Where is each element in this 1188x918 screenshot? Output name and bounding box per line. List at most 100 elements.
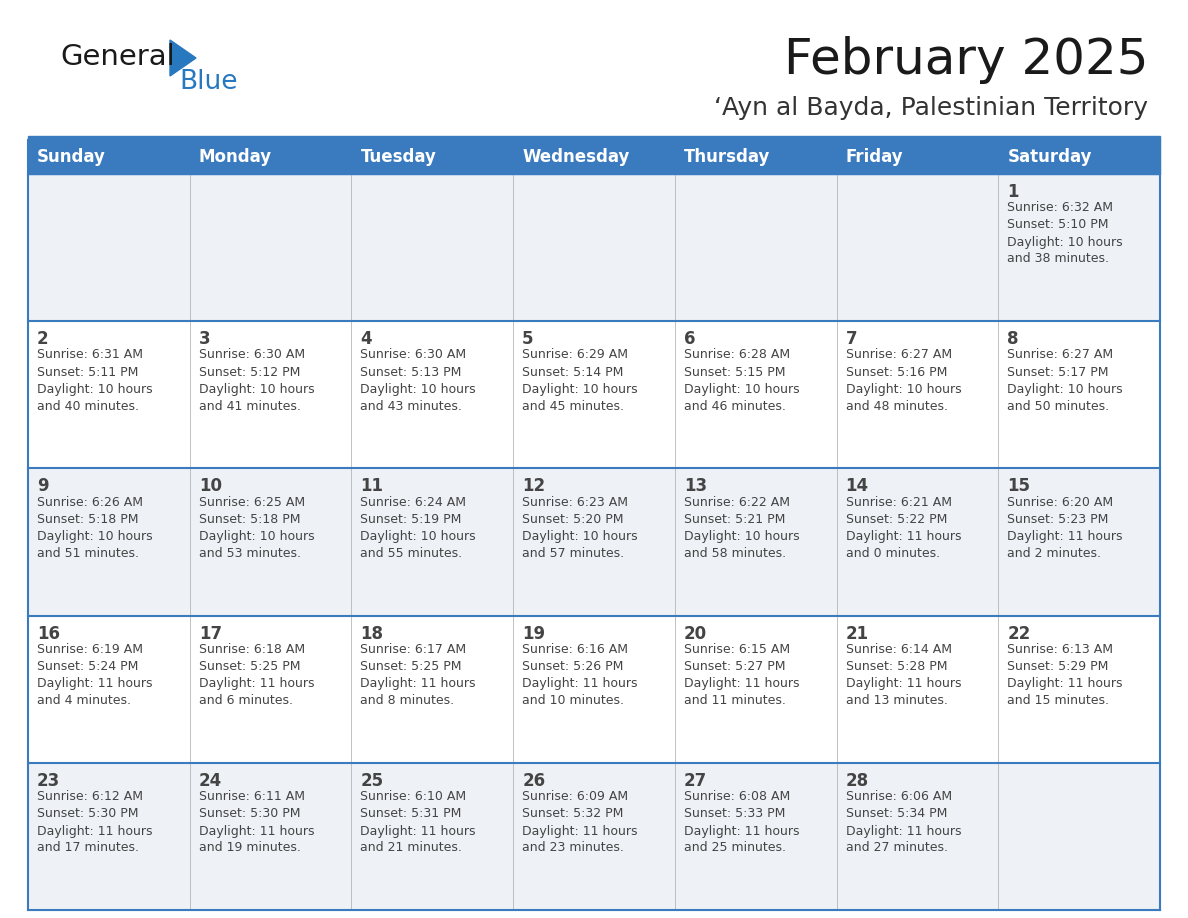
Text: and 4 minutes.: and 4 minutes.	[37, 694, 131, 707]
Text: and 38 minutes.: and 38 minutes.	[1007, 252, 1110, 265]
Text: Daylight: 10 hours: Daylight: 10 hours	[523, 531, 638, 543]
Text: and 2 minutes.: and 2 minutes.	[1007, 547, 1101, 560]
Text: 4: 4	[360, 330, 372, 348]
Text: Sunset: 5:22 PM: Sunset: 5:22 PM	[846, 513, 947, 526]
Bar	[998, 140, 1159, 174]
Text: Sunrise: 6:32 AM: Sunrise: 6:32 AM	[1007, 201, 1113, 214]
Text: Sunset: 5:24 PM: Sunset: 5:24 PM	[37, 660, 138, 673]
Text: Sunrise: 6:15 AM: Sunrise: 6:15 AM	[684, 643, 790, 655]
Text: General: General	[61, 43, 175, 71]
Text: 25: 25	[360, 772, 384, 789]
Text: Sunrise: 6:30 AM: Sunrise: 6:30 AM	[198, 348, 305, 362]
Text: Daylight: 11 hours: Daylight: 11 hours	[37, 677, 152, 690]
Bar	[352, 140, 513, 174]
Text: Daylight: 10 hours: Daylight: 10 hours	[523, 383, 638, 396]
Text: and 15 minutes.: and 15 minutes.	[1007, 694, 1110, 707]
Text: Daylight: 10 hours: Daylight: 10 hours	[198, 531, 315, 543]
Text: Sunset: 5:13 PM: Sunset: 5:13 PM	[360, 365, 462, 378]
Text: Sunrise: 6:19 AM: Sunrise: 6:19 AM	[37, 643, 143, 655]
Text: Friday: Friday	[846, 148, 903, 166]
Text: Daylight: 10 hours: Daylight: 10 hours	[1007, 236, 1123, 249]
Text: and 55 minutes.: and 55 minutes.	[360, 547, 462, 560]
Text: Sunrise: 6:20 AM: Sunrise: 6:20 AM	[1007, 496, 1113, 509]
Text: 18: 18	[360, 624, 384, 643]
Text: Sunset: 5:28 PM: Sunset: 5:28 PM	[846, 660, 947, 673]
Text: 8: 8	[1007, 330, 1019, 348]
Text: and 43 minutes.: and 43 minutes.	[360, 399, 462, 412]
Text: Sunset: 5:14 PM: Sunset: 5:14 PM	[523, 365, 624, 378]
Text: Sunday: Sunday	[37, 148, 106, 166]
Text: Sunset: 5:19 PM: Sunset: 5:19 PM	[360, 513, 462, 526]
Text: Sunrise: 6:29 AM: Sunrise: 6:29 AM	[523, 348, 628, 362]
Text: Daylight: 11 hours: Daylight: 11 hours	[360, 677, 476, 690]
Text: and 48 minutes.: and 48 minutes.	[846, 399, 948, 412]
Bar	[29, 763, 1159, 910]
Text: Daylight: 11 hours: Daylight: 11 hours	[684, 824, 800, 837]
Text: Sunset: 5:25 PM: Sunset: 5:25 PM	[360, 660, 462, 673]
Text: and 8 minutes.: and 8 minutes.	[360, 694, 455, 707]
Text: Daylight: 10 hours: Daylight: 10 hours	[846, 383, 961, 396]
Text: Sunset: 5:21 PM: Sunset: 5:21 PM	[684, 513, 785, 526]
Text: Sunset: 5:23 PM: Sunset: 5:23 PM	[1007, 513, 1108, 526]
Bar	[513, 140, 675, 174]
Text: Sunrise: 6:13 AM: Sunrise: 6:13 AM	[1007, 643, 1113, 655]
Text: Sunset: 5:18 PM: Sunset: 5:18 PM	[198, 513, 301, 526]
Text: and 13 minutes.: and 13 minutes.	[846, 694, 948, 707]
Text: Sunset: 5:12 PM: Sunset: 5:12 PM	[198, 365, 301, 378]
Text: Sunrise: 6:06 AM: Sunrise: 6:06 AM	[846, 790, 952, 803]
Text: Sunrise: 6:17 AM: Sunrise: 6:17 AM	[360, 643, 467, 655]
Text: and 17 minutes.: and 17 minutes.	[37, 841, 139, 854]
Text: 17: 17	[198, 624, 222, 643]
Text: 12: 12	[523, 477, 545, 496]
Text: Sunrise: 6:26 AM: Sunrise: 6:26 AM	[37, 496, 143, 509]
Text: Daylight: 11 hours: Daylight: 11 hours	[198, 824, 314, 837]
Text: Sunrise: 6:18 AM: Sunrise: 6:18 AM	[198, 643, 305, 655]
Bar	[29, 468, 1159, 616]
Text: Sunset: 5:16 PM: Sunset: 5:16 PM	[846, 365, 947, 378]
Text: Sunrise: 6:25 AM: Sunrise: 6:25 AM	[198, 496, 305, 509]
Polygon shape	[170, 40, 196, 76]
Text: and 27 minutes.: and 27 minutes.	[846, 841, 948, 854]
Text: Daylight: 10 hours: Daylight: 10 hours	[1007, 383, 1123, 396]
Text: and 41 minutes.: and 41 minutes.	[198, 399, 301, 412]
Text: Saturday: Saturday	[1007, 148, 1092, 166]
Text: Daylight: 11 hours: Daylight: 11 hours	[1007, 531, 1123, 543]
Text: 13: 13	[684, 477, 707, 496]
Text: 14: 14	[846, 477, 868, 496]
Text: 27: 27	[684, 772, 707, 789]
Text: Sunrise: 6:08 AM: Sunrise: 6:08 AM	[684, 790, 790, 803]
Text: Sunset: 5:18 PM: Sunset: 5:18 PM	[37, 513, 139, 526]
Text: Sunrise: 6:09 AM: Sunrise: 6:09 AM	[523, 790, 628, 803]
Text: 28: 28	[846, 772, 868, 789]
Text: Sunset: 5:25 PM: Sunset: 5:25 PM	[198, 660, 301, 673]
Text: Sunrise: 6:31 AM: Sunrise: 6:31 AM	[37, 348, 143, 362]
Text: Daylight: 11 hours: Daylight: 11 hours	[37, 824, 152, 837]
Text: Sunset: 5:30 PM: Sunset: 5:30 PM	[37, 807, 139, 821]
Text: Sunrise: 6:28 AM: Sunrise: 6:28 AM	[684, 348, 790, 362]
Text: and 0 minutes.: and 0 minutes.	[846, 547, 940, 560]
Text: Sunrise: 6:11 AM: Sunrise: 6:11 AM	[198, 790, 304, 803]
Text: Sunrise: 6:22 AM: Sunrise: 6:22 AM	[684, 496, 790, 509]
Text: 24: 24	[198, 772, 222, 789]
Text: Sunrise: 6:21 AM: Sunrise: 6:21 AM	[846, 496, 952, 509]
Text: Sunset: 5:31 PM: Sunset: 5:31 PM	[360, 807, 462, 821]
Text: and 6 minutes.: and 6 minutes.	[198, 694, 292, 707]
Text: Sunset: 5:10 PM: Sunset: 5:10 PM	[1007, 218, 1108, 231]
Text: and 50 minutes.: and 50 minutes.	[1007, 399, 1110, 412]
Text: Daylight: 11 hours: Daylight: 11 hours	[198, 677, 314, 690]
Text: 5: 5	[523, 330, 533, 348]
Text: Sunrise: 6:27 AM: Sunrise: 6:27 AM	[1007, 348, 1113, 362]
Text: Tuesday: Tuesday	[360, 148, 436, 166]
Text: Daylight: 10 hours: Daylight: 10 hours	[360, 531, 476, 543]
Text: Wednesday: Wednesday	[523, 148, 630, 166]
Text: and 46 minutes.: and 46 minutes.	[684, 399, 785, 412]
Text: Daylight: 11 hours: Daylight: 11 hours	[684, 677, 800, 690]
Text: and 19 minutes.: and 19 minutes.	[198, 841, 301, 854]
Text: Daylight: 11 hours: Daylight: 11 hours	[846, 531, 961, 543]
Text: Daylight: 10 hours: Daylight: 10 hours	[360, 383, 476, 396]
Text: 26: 26	[523, 772, 545, 789]
Text: 1: 1	[1007, 183, 1019, 201]
Text: 20: 20	[684, 624, 707, 643]
Text: Daylight: 10 hours: Daylight: 10 hours	[684, 383, 800, 396]
Text: 22: 22	[1007, 624, 1030, 643]
